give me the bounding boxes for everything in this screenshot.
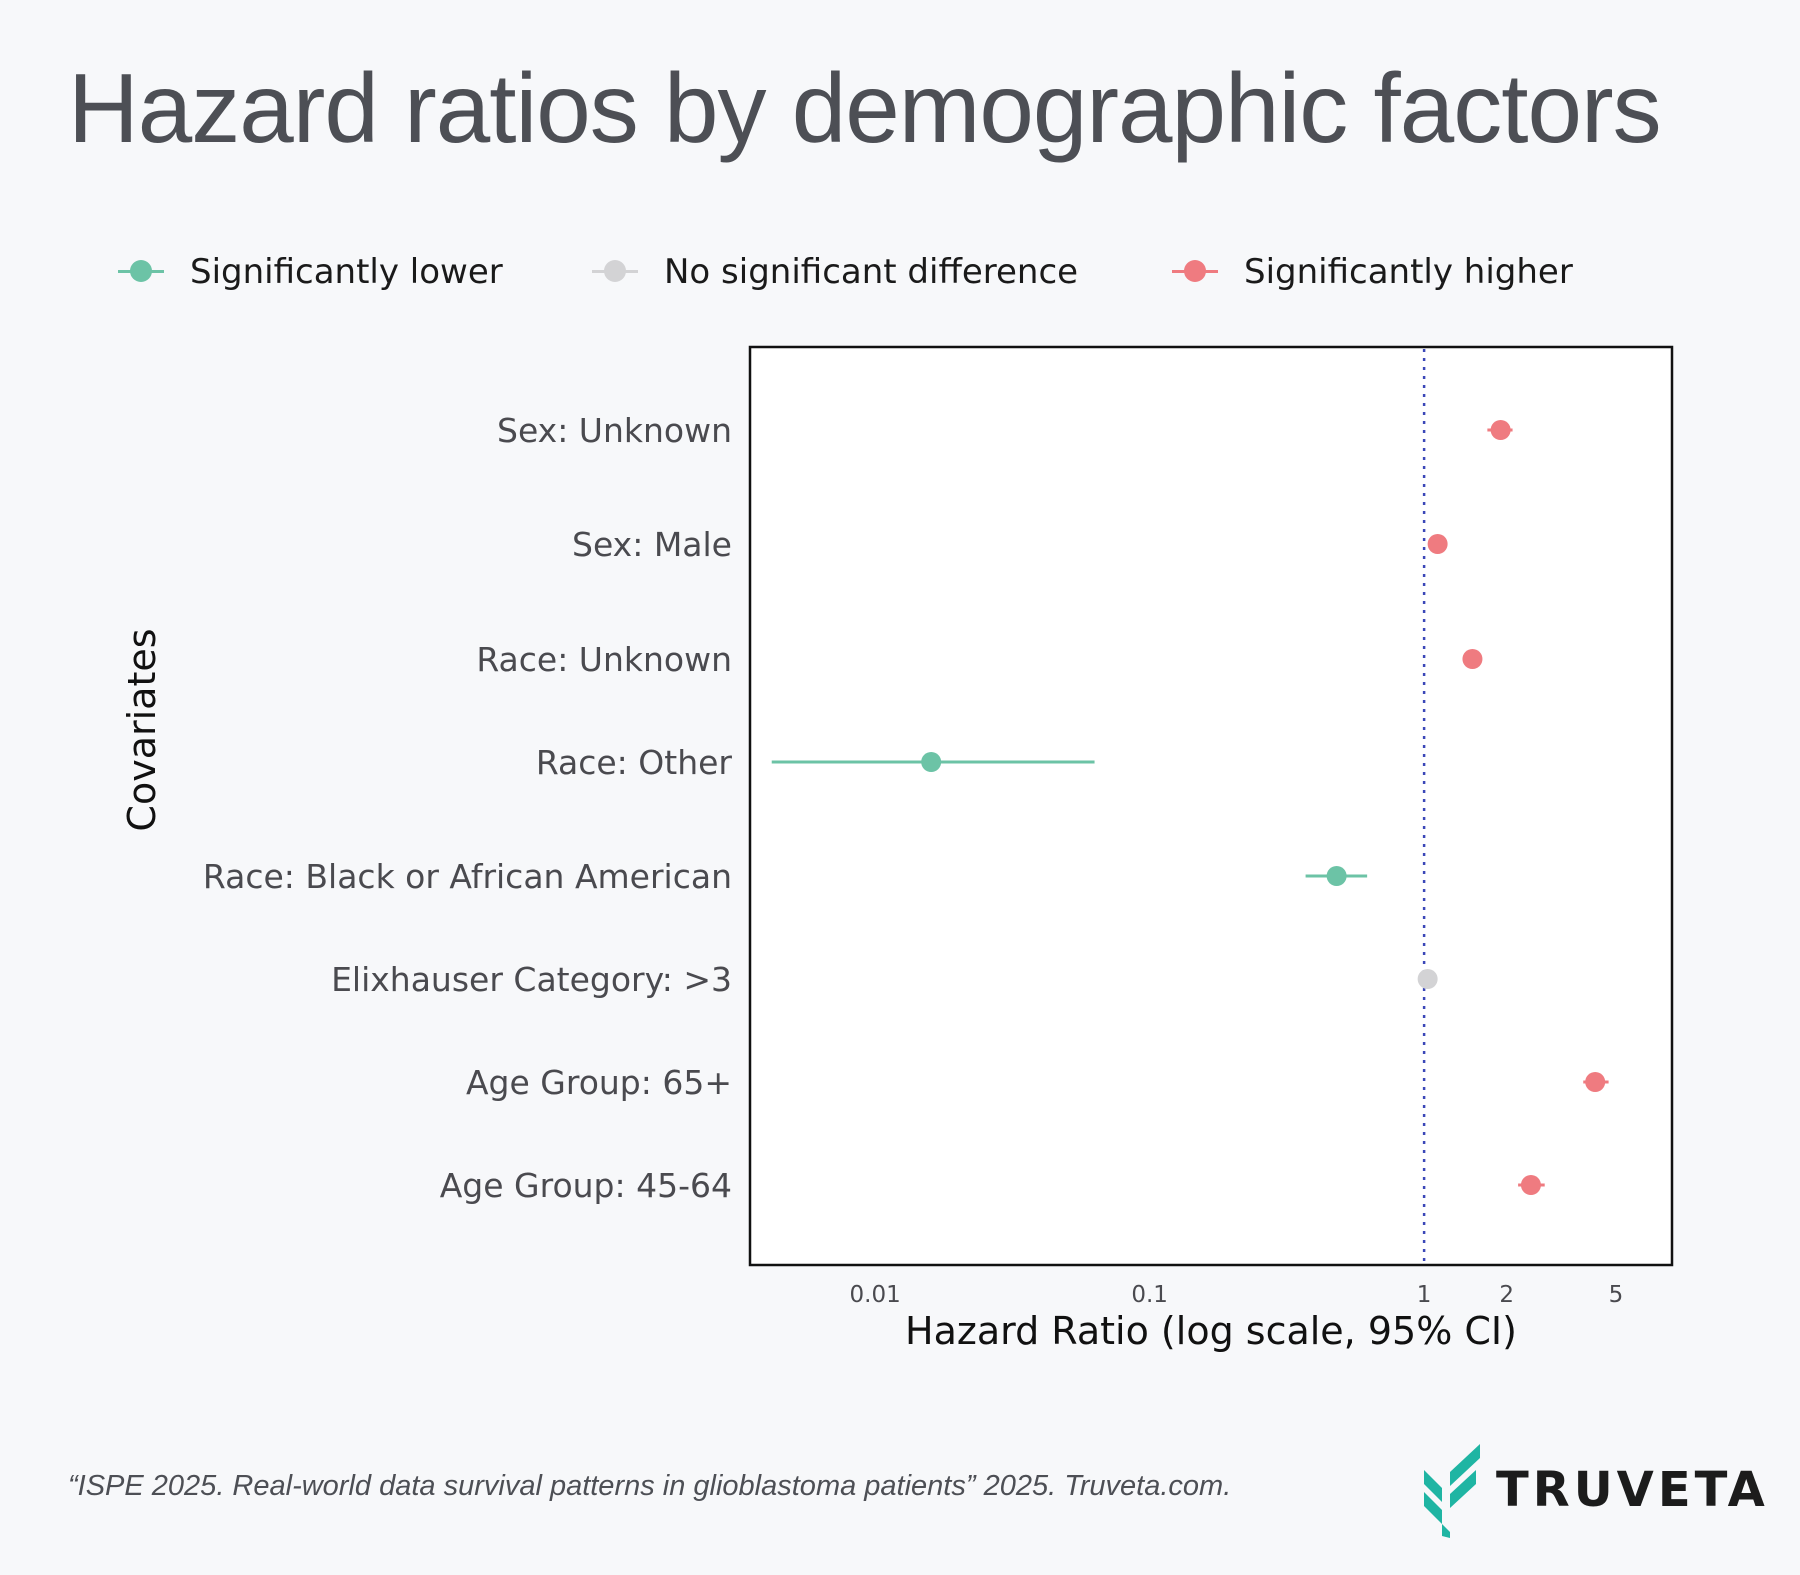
- x-axis-label: Hazard Ratio (log scale, 95% CI): [905, 1309, 1517, 1353]
- legend-label-no-difference: No significant difference: [664, 252, 1079, 292]
- source-citation: “ISPE 2025. Real-world data survival pat…: [68, 1470, 1232, 1502]
- y-axis-label: Covariates: [120, 628, 164, 831]
- y-tick-label: Sex: Unknown: [497, 411, 732, 450]
- forest-plot: Sex: Unknown Sex: Male Race: Unknown Race: …: [120, 345, 1674, 1353]
- legend-label-lower: Significantly lower: [190, 252, 503, 292]
- data-point: [1490, 420, 1511, 440]
- data-point: [1520, 1175, 1541, 1195]
- legend-label-higher: Significantly higher: [1244, 252, 1573, 292]
- x-tick-label: 5: [1609, 1282, 1624, 1308]
- plot-area: [748, 345, 1674, 1267]
- truveta-logo-icon: [1424, 1444, 1480, 1538]
- y-tick-label: Age Group: 45-64: [440, 1166, 732, 1205]
- y-tick-label: Sex: Male: [572, 525, 732, 564]
- x-tick-label: 1: [1417, 1282, 1432, 1308]
- x-tick-label: 2: [1499, 1282, 1514, 1308]
- y-tick-label: Race: Unknown: [476, 640, 732, 679]
- y-tick-label: Race: Other: [536, 743, 733, 782]
- y-tick-label: Age Group: 65+: [466, 1063, 732, 1102]
- page-title: Hazard ratios by demographic factors: [68, 53, 1662, 163]
- data-point: [1326, 866, 1347, 886]
- data-point: [1417, 969, 1438, 989]
- data-point: [1427, 534, 1448, 554]
- y-tick-label: Race: Black or African American: [203, 857, 732, 896]
- data-point: [1585, 1072, 1606, 1092]
- y-tick-label: Elixhauser Category: >3: [331, 960, 732, 999]
- truveta-logo: TRUVETA: [1420, 1440, 1765, 1540]
- data-point: [1462, 649, 1483, 669]
- x-tick-label: 0.01: [850, 1282, 901, 1308]
- truveta-wordmark: TRUVETA: [1496, 1462, 1769, 1518]
- x-tick-label: 0.1: [1131, 1282, 1168, 1308]
- data-point: [921, 752, 942, 772]
